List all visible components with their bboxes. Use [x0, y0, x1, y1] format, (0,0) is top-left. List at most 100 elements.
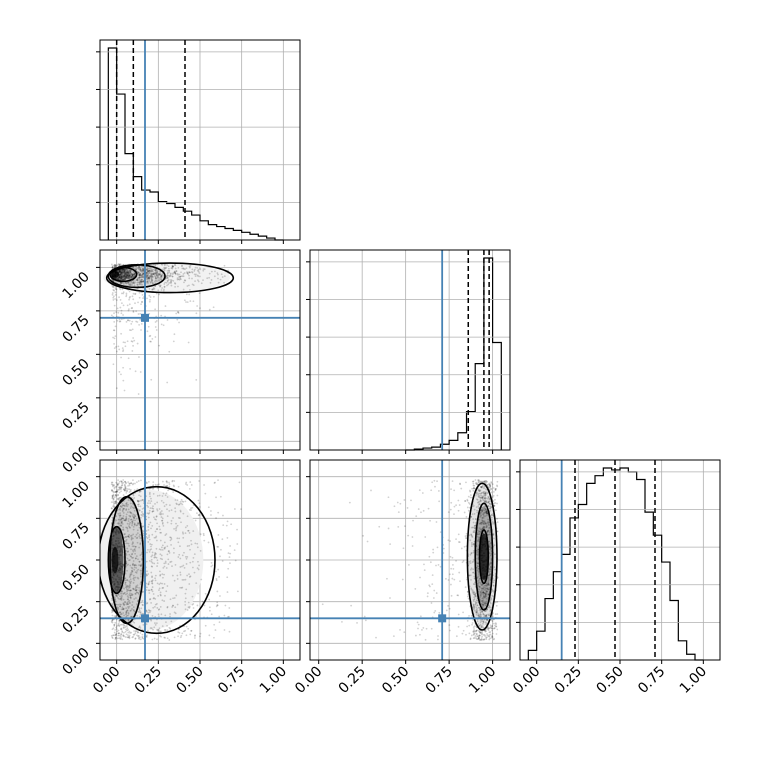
scatter-point: [120, 282, 123, 284]
scatter-point: [138, 273, 141, 276]
scatter-point: [125, 268, 128, 271]
scatter-point: [114, 567, 117, 569]
scatter-point: [476, 629, 478, 632]
scatter-point: [490, 505, 493, 508]
scatter-point: [190, 539, 192, 542]
scatter-point: [126, 490, 128, 492]
scatter-point: [135, 571, 138, 574]
scatter-point: [474, 600, 477, 603]
scatter-point: [194, 266, 197, 269]
scatter-point: [159, 285, 162, 288]
scatter-point: [488, 606, 491, 609]
scatter-point: [162, 566, 165, 569]
scatter-point: [170, 272, 172, 275]
scatter-point: [174, 270, 176, 273]
scatter-point: [174, 267, 177, 270]
scatter-point: [112, 556, 115, 558]
scatter-point: [156, 559, 159, 562]
scatter-point: [491, 635, 493, 637]
scatter-point: [141, 281, 143, 283]
scatter-point: [137, 523, 140, 526]
scatter-point: [190, 630, 192, 632]
scatter-point: [124, 519, 127, 522]
scatter-point: [125, 268, 128, 271]
scatter-point: [111, 292, 114, 294]
scatter-point: [488, 486, 491, 489]
scatter-point: [154, 556, 157, 559]
scatter-point: [155, 292, 158, 295]
scatter-point: [459, 580, 461, 583]
scatter-point: [472, 571, 475, 574]
scatter-point: [128, 298, 130, 301]
scatter-point: [122, 563, 125, 566]
scatter-point: [113, 624, 116, 627]
scatter-point: [139, 283, 142, 285]
scatter-point: [125, 562, 128, 565]
scatter-point: [152, 492, 155, 495]
scatter-point: [134, 370, 137, 373]
scatter-point: [168, 504, 171, 507]
scatter-point: [479, 611, 482, 613]
scatter-point: [112, 577, 115, 580]
scatter-point: [486, 512, 489, 514]
scatter-point: [188, 607, 191, 609]
scatter-point: [111, 553, 114, 556]
scatter-point: [112, 363, 115, 366]
scatter-point: [166, 276, 169, 279]
scatter-point: [478, 588, 480, 591]
scatter-point: [121, 272, 124, 275]
scatter-point: [418, 633, 421, 636]
scatter-point: [200, 578, 203, 581]
scatter-point: [132, 609, 135, 611]
scatter-point: [489, 637, 492, 640]
scatter-point: [117, 582, 120, 585]
scatter-point: [141, 507, 144, 510]
scatter-point: [124, 272, 127, 275]
scatter-point: [483, 521, 486, 524]
scatter-point: [135, 564, 138, 567]
scatter-point: [131, 593, 134, 596]
scatter-point: [117, 479, 119, 481]
scatter-point: [229, 562, 231, 565]
scatter-point: [166, 637, 169, 640]
scatter-point: [176, 318, 179, 321]
panel-scatter-2-1: [309, 459, 511, 661]
scatter-point: [110, 481, 113, 484]
scatter-point: [129, 527, 131, 529]
scatter-point: [134, 587, 137, 590]
scatter-point: [128, 275, 130, 278]
scatter-point: [478, 479, 480, 482]
scatter-point: [207, 506, 210, 509]
scatter-point: [112, 574, 115, 576]
scatter-point: [482, 492, 485, 495]
scatter-point: [112, 548, 115, 550]
scatter-point: [477, 630, 480, 632]
scatter-point: [201, 600, 204, 603]
scatter-point: [183, 281, 185, 284]
scatter-point: [119, 278, 122, 281]
scatter-point: [119, 269, 122, 272]
scatter-point: [147, 270, 150, 273]
scatter-point: [126, 268, 129, 271]
scatter-point: [141, 267, 144, 270]
scatter-point: [199, 550, 202, 552]
scatter-point: [485, 522, 487, 525]
scatter-point: [483, 490, 486, 493]
scatter-point: [118, 578, 121, 581]
scatter-point: [150, 275, 152, 278]
scatter-point: [159, 605, 162, 608]
scatter-point: [186, 574, 189, 577]
scatter-point: [127, 635, 130, 638]
scatter-point: [128, 268, 131, 271]
scatter-point: [118, 263, 121, 266]
scatter-point: [116, 581, 119, 583]
scatter-point: [481, 565, 483, 568]
scatter-point: [207, 541, 210, 544]
scatter-point: [135, 537, 138, 540]
scatter-point: [113, 263, 116, 266]
scatter-point: [141, 525, 144, 528]
scatter-point: [125, 501, 128, 504]
scatter-point: [161, 544, 164, 547]
scatter-point: [483, 596, 486, 599]
